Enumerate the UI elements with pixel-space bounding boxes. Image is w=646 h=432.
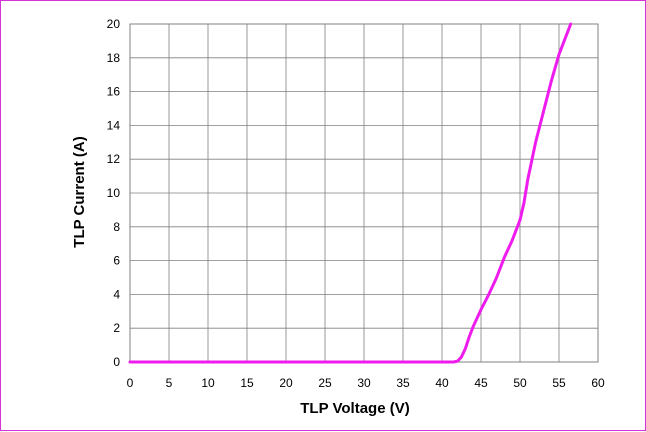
x-tick-label: 60 (591, 376, 605, 390)
x-tick-label: 40 (435, 376, 449, 390)
y-tick-label: 6 (113, 254, 120, 268)
series-layer (128, 22, 573, 364)
y-axis-title: TLP Current (A) (71, 136, 88, 247)
grid-layer (129, 23, 599, 363)
y-tick-label: 2 (113, 321, 120, 335)
x-tick-label: 25 (318, 376, 332, 390)
x-tick-label: 10 (201, 376, 215, 390)
y-tick-label: 4 (113, 287, 120, 301)
x-tick-label: 15 (240, 376, 254, 390)
x-tick-label: 55 (552, 376, 566, 390)
x-tick-label: 20 (279, 376, 293, 390)
y-tick-label: 0 (113, 355, 120, 369)
y-tick-label: 16 (107, 85, 121, 99)
x-tick-label: 30 (357, 376, 371, 390)
x-tick-labels: 0 5 10 15 20 25 30 35 40 45 50 55 60 (127, 376, 605, 390)
x-tick-label: 5 (166, 376, 173, 390)
x-tick-label: 0 (127, 376, 134, 390)
y-tick-labels: 0 2 4 6 8 10 12 14 16 18 20 (107, 17, 121, 369)
x-tick-label: 50 (513, 376, 527, 390)
y-tick-label: 20 (107, 17, 121, 31)
series-line (128, 22, 573, 364)
y-tick-label: 10 (107, 186, 121, 200)
y-tick-label: 12 (107, 152, 121, 166)
y-tick-label: 14 (107, 118, 121, 132)
x-tick-label: 45 (474, 376, 488, 390)
x-tick-label: 35 (396, 376, 410, 390)
x-axis-title: TLP Voltage (V) (300, 400, 409, 417)
y-tick-label: 18 (107, 51, 121, 65)
y-tick-label: 8 (113, 220, 120, 234)
